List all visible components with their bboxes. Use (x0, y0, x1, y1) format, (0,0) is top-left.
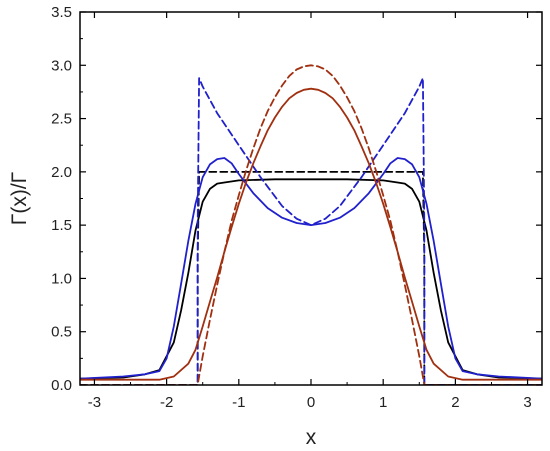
y-tick-label: 1.0 (51, 270, 72, 287)
series-line-6 (80, 87, 542, 381)
series-layer (80, 64, 542, 385)
y-axis-label: Γ(x)/Γ (8, 172, 31, 225)
x-tick-label: 0 (307, 394, 315, 411)
series-line-4 (80, 157, 542, 380)
y-tick-label: 3.5 (51, 4, 72, 21)
series-line-2 (80, 178, 542, 380)
x-tick-label: 3 (523, 394, 531, 411)
plot-area (80, 12, 542, 385)
y-tick-label: 0.5 (51, 324, 72, 341)
y-tick-label: 3.0 (51, 57, 72, 74)
y-tick-label: 1.5 (51, 217, 72, 234)
x-tick-label: -1 (232, 394, 245, 411)
x-axis-label: x (306, 426, 317, 449)
y-tick-label: 2.0 (51, 164, 72, 181)
y-tick-label: 0.0 (51, 377, 72, 394)
y-tick-label: 2.5 (51, 111, 72, 128)
x-tick-label: 1 (379, 394, 387, 411)
x-tick-label: -2 (160, 394, 173, 411)
x-tick-label: 2 (451, 394, 459, 411)
ticks-layer: -3 -2 -1 0 1 2 3 0.0 0.5 1.0 1.5 2.0 2.5 3.0 3.5 (51, 4, 542, 411)
series-line-5 (80, 64, 542, 385)
x-tick-label: -3 (88, 394, 101, 411)
